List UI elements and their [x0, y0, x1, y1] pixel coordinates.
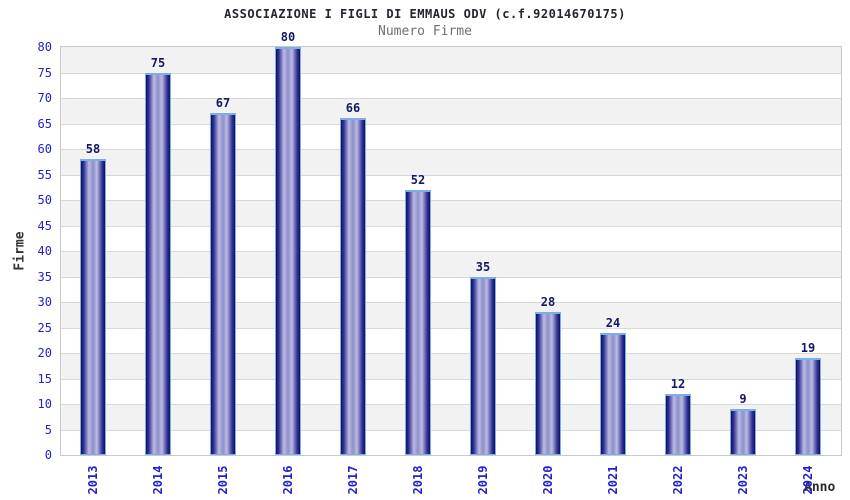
y-axis-tick-label: 65	[37, 116, 52, 131]
y-axis-tick-label: 25	[37, 320, 52, 335]
bar-2017	[340, 118, 366, 455]
y-axis-tick-label: 10	[37, 397, 52, 411]
x-axis-tick-label: 2021	[606, 465, 620, 495]
y-axis-tick-label: 15	[37, 371, 52, 386]
x-axis-tick-label: 2023	[736, 465, 750, 495]
chart-title: ASSOCIAZIONE I FIGLI DI EMMAUS ODV (c.f.…	[224, 7, 626, 21]
y-axis-tick-label: 50	[37, 193, 52, 207]
bar-2018	[405, 189, 431, 455]
x-axis-title: Anno	[804, 480, 836, 495]
bar-value-label: 80	[280, 30, 296, 44]
bar-2024	[795, 358, 821, 455]
bar-value-label: 19	[800, 341, 816, 356]
bar-value-label: 58	[85, 142, 101, 157]
x-axis-tick-label: 2013	[86, 465, 100, 495]
bar-2020	[535, 312, 561, 455]
x-axis-tick-label: 2017	[346, 465, 360, 495]
bar-2022	[665, 393, 691, 455]
plot-band	[61, 404, 841, 430]
y-axis-tick-label: 60	[37, 142, 52, 156]
y-axis-tick-label: 5	[44, 422, 52, 437]
plot-band	[61, 72, 841, 98]
x-axis-tick-label: 2015	[216, 465, 230, 495]
plot-band	[61, 429, 841, 455]
x-axis-tick-label: 2019	[476, 465, 490, 495]
bar-value-label: 9	[739, 392, 747, 407]
gridline	[61, 225, 841, 227]
gridline	[61, 302, 841, 303]
chart-subtitle: Numero Firme	[378, 24, 472, 39]
plot-band	[61, 200, 841, 226]
bar-2016	[275, 47, 301, 455]
bar-2021	[600, 332, 626, 455]
plot-band	[61, 174, 841, 200]
y-axis-tick-label: 55	[37, 167, 52, 182]
x-axis-tick-label: 2016	[281, 465, 295, 495]
gridline	[61, 378, 841, 380]
y-axis-tick-label: 20	[37, 346, 52, 360]
gridline	[61, 251, 841, 252]
y-axis-tick-label: 0	[44, 448, 52, 462]
plot-band	[61, 149, 841, 175]
bar-2013	[80, 159, 106, 455]
bar-value-label: 66	[345, 101, 361, 116]
bar-2015	[210, 113, 236, 455]
x-axis-tick-label: 2020	[541, 465, 555, 495]
y-axis-tick-label: 30	[37, 295, 52, 309]
x-axis-tick-label: 2014	[151, 465, 165, 495]
plot-band	[61, 98, 841, 124]
x-axis-tick-label: 2024	[801, 465, 815, 495]
plot-band	[61, 378, 841, 404]
y-axis-tick-label: 45	[37, 218, 52, 233]
plot-band	[61, 302, 841, 328]
x-axis-tick-label: 2022	[671, 465, 685, 495]
bar-value-label: 75	[150, 55, 166, 70]
bar-value-label: 35	[475, 259, 491, 274]
gridline	[61, 276, 841, 278]
bar-value-label: 24	[605, 315, 621, 330]
gridline	[61, 353, 841, 354]
bar-value-label: 12	[670, 376, 686, 391]
plot-band	[61, 276, 841, 302]
y-axis-tick-label: 70	[37, 91, 52, 105]
y-axis-tick-label: 40	[37, 244, 52, 258]
y-axis-tick-label: 80	[37, 40, 52, 54]
bar-value-label: 28	[540, 295, 556, 310]
plot-area	[60, 46, 842, 456]
x-axis-tick-label: 2018	[411, 465, 425, 495]
gridline	[61, 327, 841, 329]
gridline	[61, 98, 841, 99]
bar-value-label: 67	[215, 96, 231, 111]
gridline	[61, 123, 841, 125]
gridline	[61, 72, 841, 74]
gridline	[61, 200, 841, 201]
plot-band	[61, 225, 841, 251]
plot-band	[61, 123, 841, 149]
y-axis-tick-label: 75	[37, 65, 52, 80]
bar-2019	[470, 276, 496, 455]
plot-band	[61, 251, 841, 277]
bar-2014	[145, 72, 171, 455]
gridline	[61, 404, 841, 405]
bar-2023	[730, 409, 756, 455]
bar-value-label: 52	[410, 172, 426, 187]
gridline	[61, 174, 841, 176]
gridline	[61, 429, 841, 431]
gridline	[61, 149, 841, 150]
plot-band	[61, 47, 841, 73]
plot-band	[61, 353, 841, 379]
plot-band	[61, 327, 841, 353]
y-axis-tick-label: 35	[37, 269, 52, 284]
